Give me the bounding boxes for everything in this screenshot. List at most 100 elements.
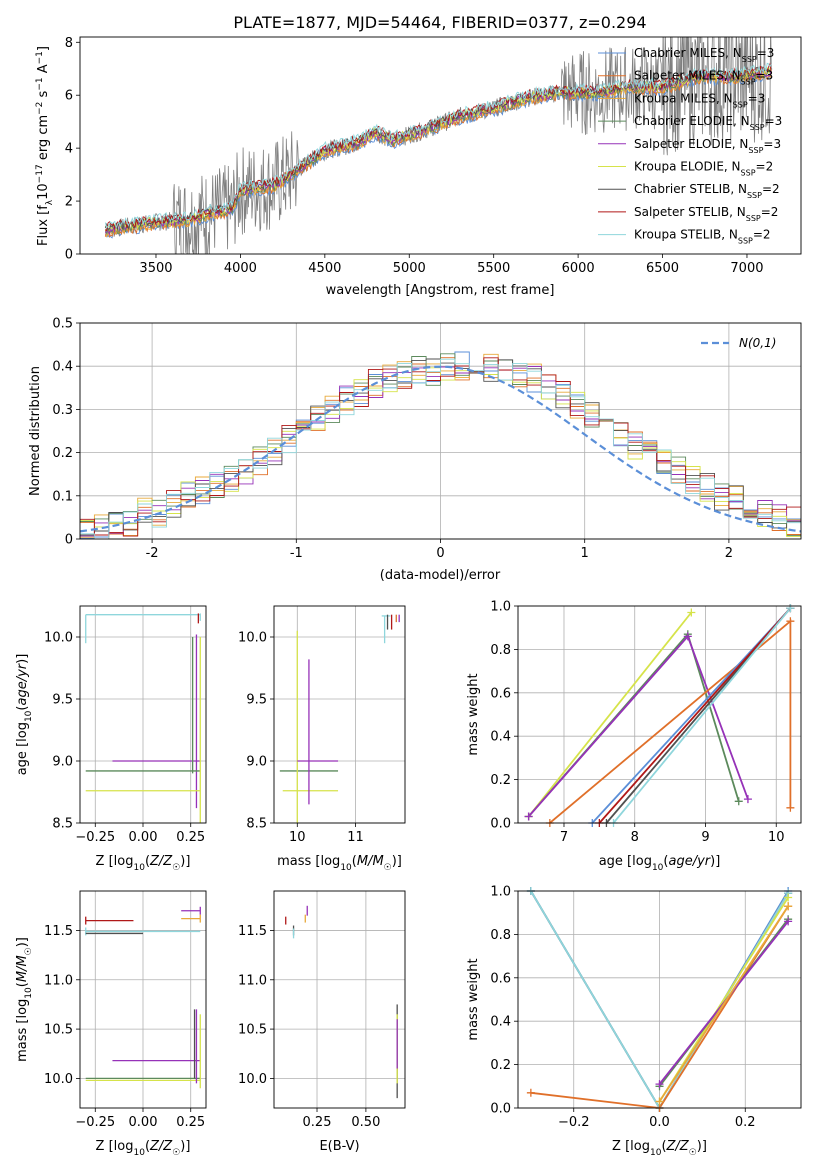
x-tick-label: −0.25 [75, 830, 115, 845]
series-line [658, 905, 789, 1102]
series-lines [530, 891, 789, 1108]
x-tick-label: 0.0 [649, 1115, 670, 1130]
x-tick-label: 1 [581, 546, 589, 561]
mass-vs-Z-panel: −0.25 0.00 0.25 10.0 10.5 11.0 11.5 Z [log10(Z/… [15, 890, 207, 1158]
x-tick-label: 7000 [730, 261, 763, 276]
y-tick-label: 9.5 [246, 693, 267, 708]
gaussian-curve [80, 365, 801, 533]
y-tick-label: 0 [65, 533, 73, 548]
model-spectrum [104, 66, 772, 230]
y-tick-label: 10.0 [44, 631, 73, 646]
y-tick-label: 10.5 [44, 1023, 73, 1038]
data-point [683, 632, 692, 641]
x-tick-label: 11 [347, 830, 364, 845]
x-axis-label: Z [log10(Z/Z☉)] [96, 854, 191, 873]
errorbars [279, 614, 400, 823]
x-tick-label: 4500 [308, 261, 341, 276]
model-spectrum [104, 68, 772, 238]
axes-frame [79, 890, 207, 1109]
y-tick-label: 9.0 [246, 755, 267, 770]
x-tick-label: 4000 [224, 261, 257, 276]
errorbars [85, 906, 201, 1089]
axes-frame [79, 322, 802, 540]
massweight-vs-Z-panel: −0.2 0.0 0.2 0.0 0.2 0.4 0.6 0.8 1.0 Z [log10(Z/Z… [466, 885, 802, 1158]
x-tick-label: −0.2 [558, 1115, 590, 1130]
x-tick-label: 5500 [477, 261, 510, 276]
y-axis-label: mass weight [466, 958, 481, 1040]
y-tick-label: 0.2 [52, 446, 73, 461]
model-spectrum [104, 72, 772, 238]
y-axis-label: age [log10(age/yr)] [15, 654, 34, 776]
data-point [784, 917, 793, 926]
x-tick-label: 8 [631, 830, 639, 845]
data-point [655, 1097, 664, 1106]
legend-label: Kroupa ELODIE, NSSP=2 [634, 160, 773, 178]
x-tick-label: 0.50 [351, 1115, 380, 1130]
y-tick-label: 2 [65, 195, 73, 210]
series-line [527, 611, 693, 818]
errorbars [85, 613, 201, 823]
x-tick-label: −0.25 [75, 1115, 115, 1130]
data-point [786, 803, 795, 812]
y-tick-label: 6 [65, 89, 73, 104]
x-axis-label: Z [log10(Z/Z☉)] [612, 1139, 707, 1158]
y-tick-label: 9.5 [52, 693, 73, 708]
x-axis-label: wavelength [Angstrom, rest frame] [326, 283, 555, 298]
y-tick-label: 11.5 [238, 924, 267, 939]
histograms [80, 351, 801, 539]
y-tick-label: 0.2 [490, 1058, 511, 1073]
x-tick-label: 10 [289, 830, 306, 845]
y-axis-label: mass [log10(M/M☉)] [15, 937, 34, 1062]
x-axis-label: Z [log10(Z/Z☉)] [96, 1139, 191, 1158]
model-spectrum [104, 67, 772, 235]
axes-frame [79, 36, 802, 255]
y-tick-label: 8.5 [52, 817, 73, 832]
y-tick-label: 9.0 [52, 755, 73, 770]
data-point [526, 1088, 535, 1097]
massweight-vs-age-panel: 7 8 9 10 0.0 0.2 0.4 0.6 0.8 1.0 age [log10(age/yr… [466, 600, 802, 873]
x-tick-label: 0.00 [129, 1115, 158, 1130]
y-tick-label: 1.0 [490, 600, 511, 615]
histogram-step [80, 357, 801, 537]
y-axis-label: Flux [fλ10−17 erg cm−2 s−1 A−1] [35, 46, 55, 246]
x-axis-label: age [log10(age/yr)] [599, 854, 721, 873]
x-tick-label: 9 [701, 830, 709, 845]
observed-spectrum [104, 37, 773, 254]
age-vs-Z-panel: −0.25 0.00 0.25 8.5 9.0 9.5 10.0 Z [log10(Z/Z☉)… [15, 605, 207, 873]
y-tick-label: 0.5 [52, 317, 73, 332]
axes-frame [273, 890, 406, 1109]
axes-frame [273, 605, 406, 824]
x-tick-label: 7 [560, 830, 568, 845]
x-tick-label: -2 [146, 546, 159, 561]
y-tick-label: 8 [65, 36, 73, 51]
y-tick-label: 11.5 [44, 924, 73, 939]
model-spectrum [104, 62, 772, 230]
legend-label: Chabrier ELODIE, NSSP=3 [634, 114, 782, 132]
legend-label: Kroupa MILES, NSSP=3 [634, 91, 765, 109]
y-tick-label: 11.0 [238, 973, 267, 988]
histogram-step [80, 367, 801, 537]
y-tick-label: 10.0 [238, 631, 267, 646]
spectrum-panel: 3500 4000 4500 5000 5500 6000 6500 7000 0 2 4 6 8 wav… [35, 36, 802, 298]
histogram-step [80, 358, 801, 539]
y-tick-label: 0.2 [490, 773, 511, 788]
data-point [784, 893, 793, 902]
x-tick-label: 3500 [139, 261, 172, 276]
x-axis-label: mass [log10(M/M☉)] [277, 854, 402, 873]
model-spectrum [105, 62, 772, 232]
series-line [612, 607, 792, 823]
legend-label: Salpeter ELODIE, NSSP=3 [634, 137, 781, 155]
x-tick-label: 6000 [562, 261, 595, 276]
data-point [784, 902, 793, 911]
series-line [527, 632, 740, 818]
legend-label: N(0,1) [739, 336, 776, 350]
legend: Chabrier MILES, NSSP=3 Salpeter MILES, NS… [598, 46, 782, 245]
x-tick-label: 0.25 [176, 830, 205, 845]
y-axis-label: mass weight [466, 673, 481, 755]
y-tick-label: 0 [65, 248, 73, 263]
y-tick-label: 10.0 [238, 1072, 267, 1087]
data-point [524, 812, 533, 821]
y-tick-label: 0.8 [490, 928, 511, 943]
legend-label: Salpeter STELIB, NSSP=2 [634, 205, 778, 223]
x-tick-label: 0 [436, 546, 444, 561]
